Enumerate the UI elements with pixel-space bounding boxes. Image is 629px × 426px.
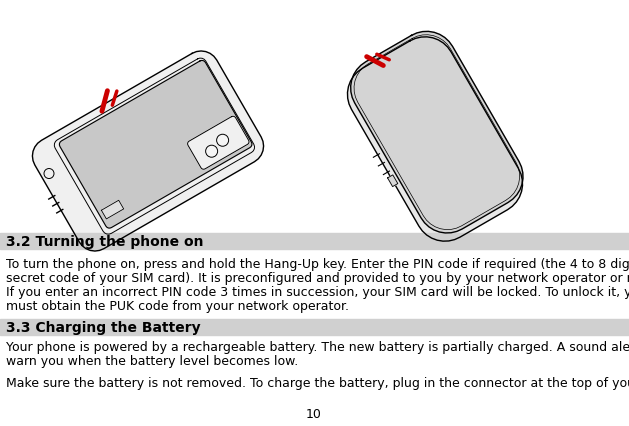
Circle shape — [44, 169, 54, 179]
Polygon shape — [187, 117, 249, 170]
Bar — [0, 319, 629, 335]
Polygon shape — [33, 52, 264, 251]
Polygon shape — [347, 38, 523, 242]
Text: 3.2 Turning the phone on: 3.2 Turning the phone on — [6, 234, 204, 248]
Text: 10: 10 — [306, 408, 322, 420]
Circle shape — [216, 135, 228, 147]
Text: To turn the phone on, press and hold the Hang-Up key. Enter the PIN code if requ: To turn the phone on, press and hold the… — [6, 257, 629, 271]
Polygon shape — [387, 176, 398, 187]
Polygon shape — [101, 201, 124, 219]
Text: secret code of your SIM card). It is preconfigured and provided to you by your n: secret code of your SIM card). It is pre… — [6, 271, 629, 284]
Text: must obtain the PUK code from your network operator.: must obtain the PUK code from your netwo… — [6, 299, 349, 312]
Circle shape — [206, 146, 218, 158]
Polygon shape — [351, 32, 523, 233]
Text: warn you when the battery level becomes low.: warn you when the battery level becomes … — [6, 354, 298, 367]
Text: Your phone is powered by a rechargeable battery. The new battery is partially ch: Your phone is powered by a rechargeable … — [6, 340, 629, 353]
Bar — [0, 233, 629, 249]
Text: If you enter an incorrect PIN code 3 times in succession, your SIM card will be : If you enter an incorrect PIN code 3 tim… — [6, 285, 629, 298]
Polygon shape — [59, 61, 252, 228]
Text: Make sure the battery is not removed. To charge the battery, plug in the connect: Make sure the battery is not removed. To… — [6, 376, 629, 389]
Text: 3.3 Charging the Battery: 3.3 Charging the Battery — [6, 320, 201, 334]
